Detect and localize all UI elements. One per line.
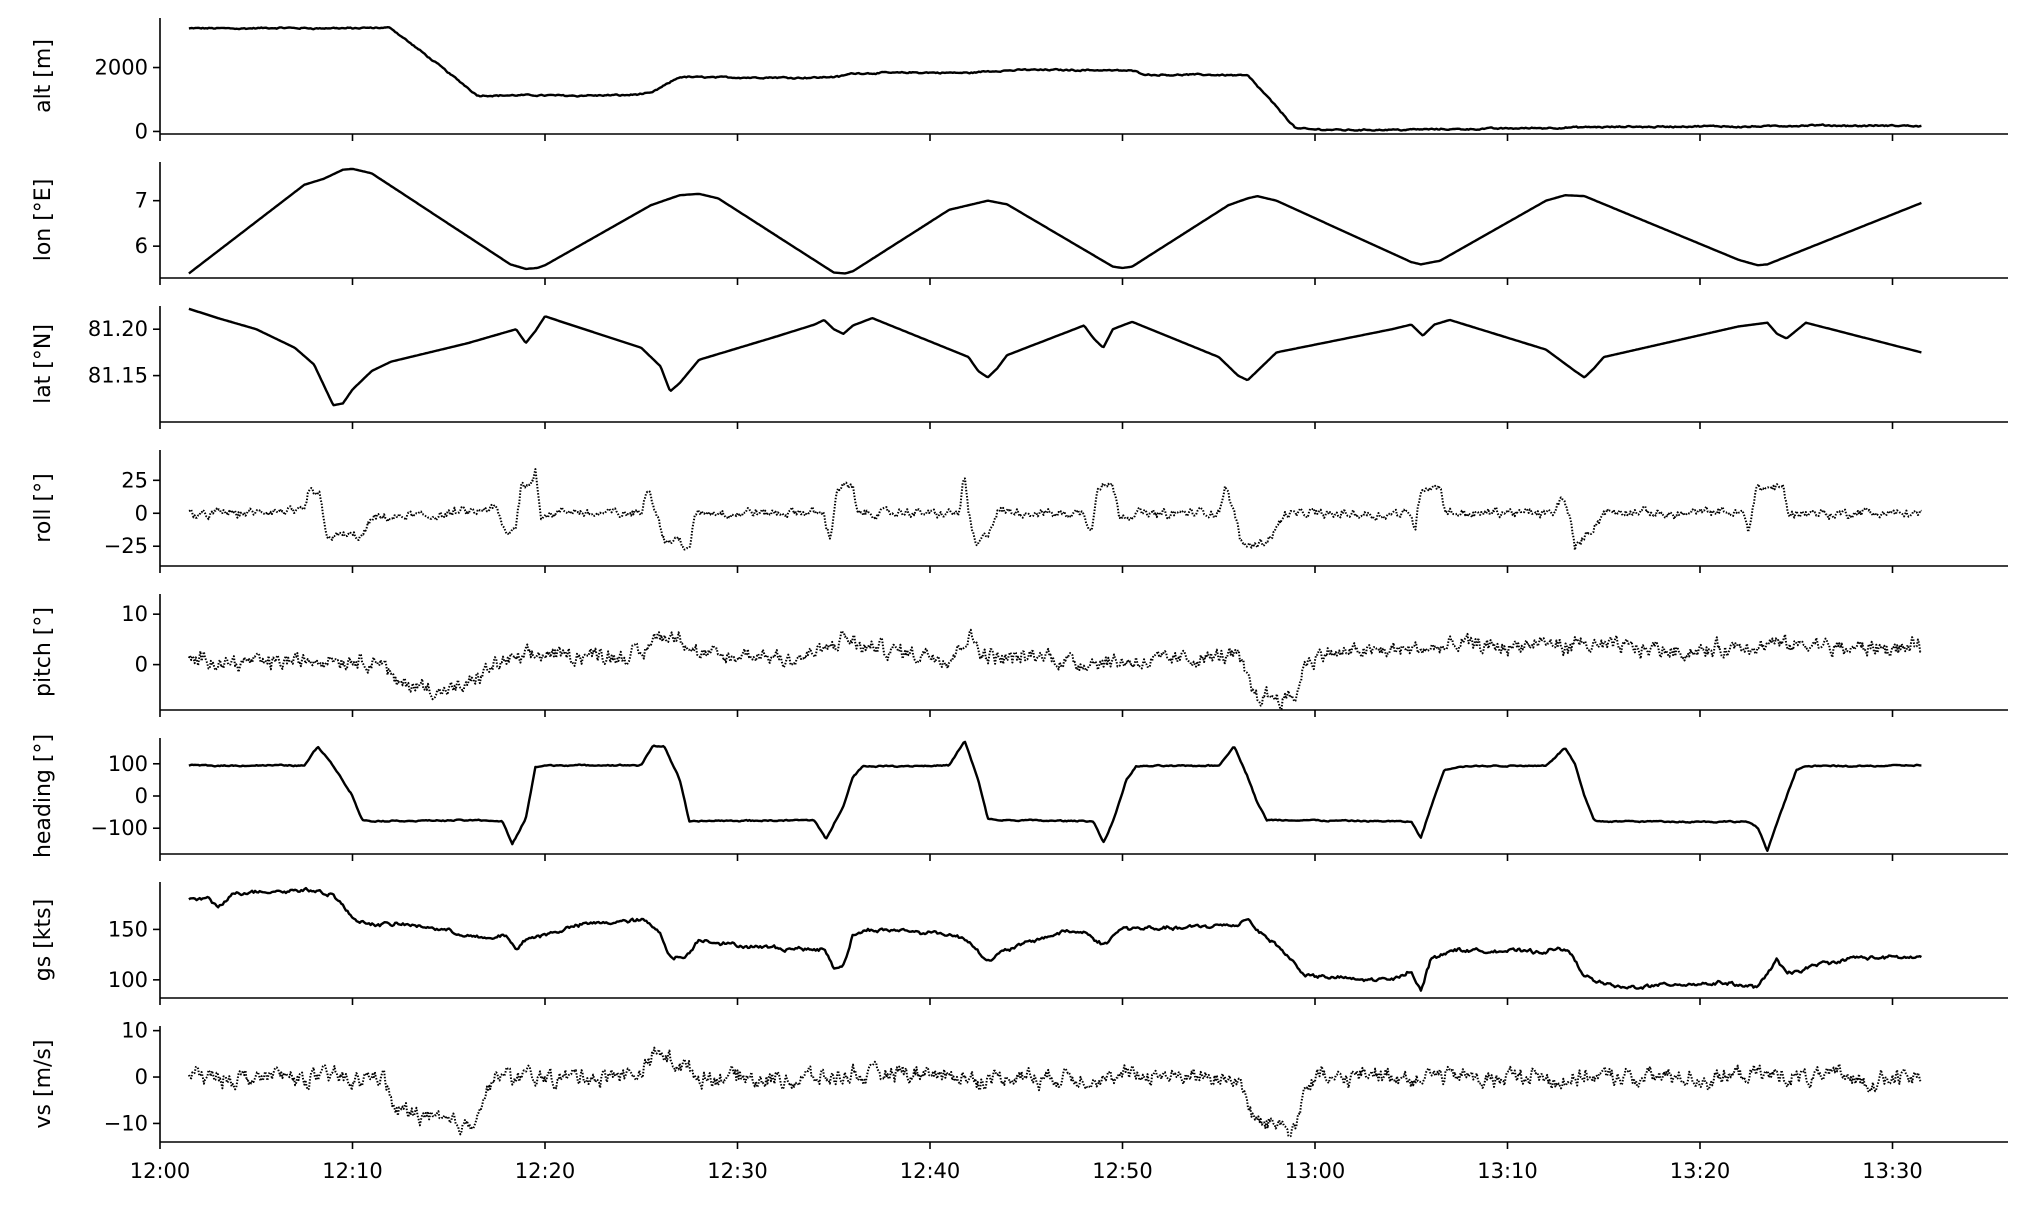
panel-heading: −100 0 100 heading [°] xyxy=(31,734,2008,861)
lon-ytick-label-1: 7 xyxy=(135,189,148,213)
gs-ytick-label-1: 150 xyxy=(108,917,148,941)
panel-alt: 0 2000 alt [m] xyxy=(31,18,2008,143)
pitch-ytick-label-0: 0 xyxy=(135,653,148,677)
x-tick-label-8: 13:20 xyxy=(1670,1159,1731,1183)
lon-series-line xyxy=(188,167,1922,275)
heading-ytick-label-1: 0 xyxy=(135,784,148,808)
x-tick-label-4: 12:40 xyxy=(900,1159,961,1183)
alt-ylabel: alt [m] xyxy=(31,39,56,113)
vs-ytick-label-0: −10 xyxy=(104,1111,148,1135)
x-tick-label-7: 13:10 xyxy=(1477,1159,1538,1183)
heading-ytick-label-2: 100 xyxy=(108,752,148,776)
gs-series-line xyxy=(188,886,1922,992)
gs-ytick-label-0: 100 xyxy=(108,968,148,992)
panel-pitch: 0 10 pitch [°] xyxy=(31,594,2008,717)
x-tick-label-0: 12:00 xyxy=(130,1159,191,1183)
alt-series-line xyxy=(188,26,1922,132)
roll-ytick-label-1: 0 xyxy=(135,501,148,525)
pitch-ytick-label-1: 10 xyxy=(121,602,148,626)
vs-ylabel: vs [m/s] xyxy=(31,1040,56,1129)
panel-roll: −25 0 25 roll [°] xyxy=(31,450,2008,573)
heading-ylabel: heading [°] xyxy=(31,734,56,858)
pitch-series-line xyxy=(187,628,1923,711)
lat-ytick-label-1: 81.20 xyxy=(88,317,148,341)
vs-series-line xyxy=(187,1046,1923,1138)
vs-ytick-label-1: 0 xyxy=(135,1065,148,1089)
alt-ytick-label-0: 0 xyxy=(135,119,148,143)
heading-series-line xyxy=(188,740,1922,852)
vs-ytick-label-2: 10 xyxy=(121,1019,148,1043)
x-tick-label-9: 13:30 xyxy=(1862,1159,1923,1183)
lat-ytick-label-0: 81.15 xyxy=(88,364,148,388)
x-axis: 12:00 12:10 12:20 12:30 12:40 12:50 13:00 13:10… xyxy=(130,1159,1923,1183)
panel-vs: −10 0 10 vs [m/s] xyxy=(31,1019,2008,1149)
lon-ylabel: lon [°E] xyxy=(31,179,56,262)
x-tick-label-3: 12:30 xyxy=(707,1159,768,1183)
lon-ytick-label-0: 6 xyxy=(135,234,148,258)
lat-ylabel: lat [°N] xyxy=(31,324,56,404)
x-tick-label-5: 12:50 xyxy=(1092,1159,1153,1183)
heading-ytick-label-0: −100 xyxy=(90,816,148,840)
alt-ytick-label-1: 2000 xyxy=(95,56,148,80)
roll-series-line xyxy=(188,468,1922,551)
roll-ytick-label-0: −25 xyxy=(104,534,148,558)
pitch-ylabel: pitch [°] xyxy=(31,607,56,697)
roll-ylabel: roll [°] xyxy=(31,473,56,542)
panel-lon: 6 7 lon [°E] xyxy=(31,162,2008,285)
panel-lat: 81.15 81.20 lat [°N] xyxy=(31,306,2008,429)
panel-gs: 100 150 gs [kts] xyxy=(31,882,2008,1005)
x-tick-label-2: 12:20 xyxy=(515,1159,576,1183)
lat-series-line xyxy=(188,307,1922,407)
roll-ytick-label-2: 25 xyxy=(121,468,148,492)
chart-panels: 0 2000 alt [m] 6 7 lon [°E] 81.15 81.20 lat [°N]… xyxy=(31,18,2008,1149)
gs-ylabel: gs [kts] xyxy=(31,899,56,981)
x-tick-label-6: 13:00 xyxy=(1285,1159,1346,1183)
x-tick-label-1: 12:10 xyxy=(322,1159,383,1183)
